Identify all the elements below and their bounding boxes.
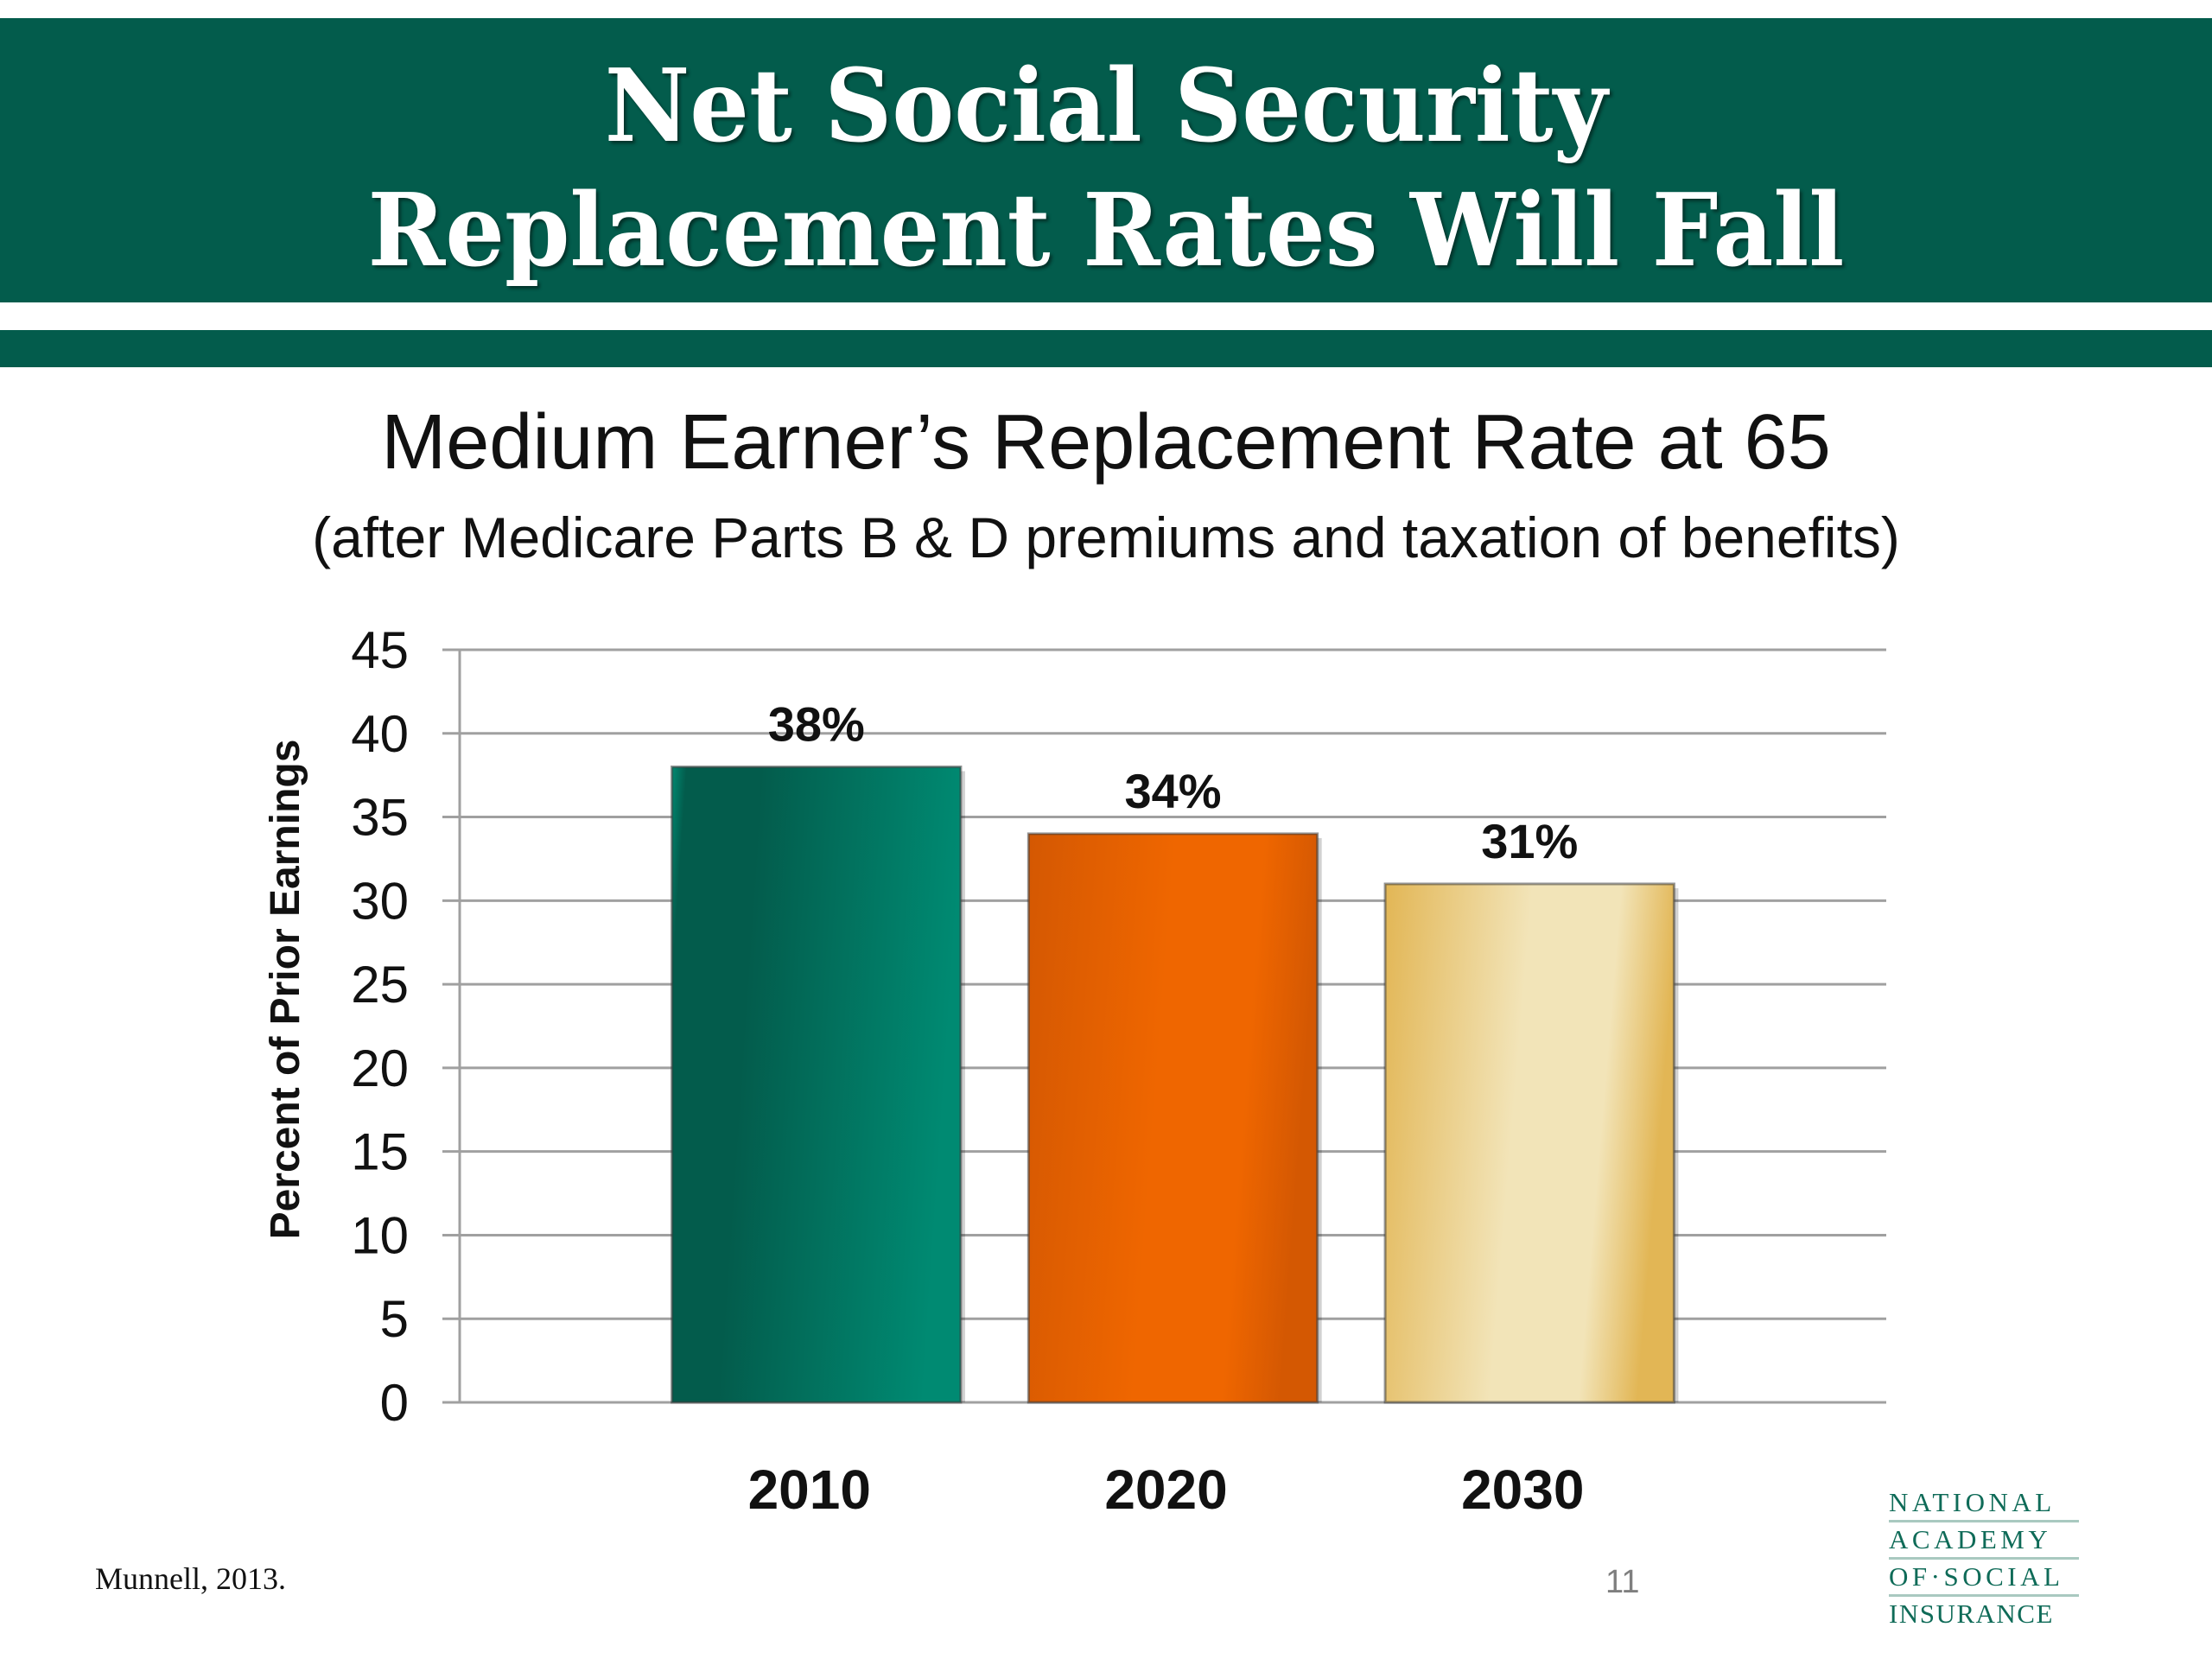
bar-2030: [1383, 882, 1675, 1404]
slide-title-line-1: Net Social Security: [604, 48, 1608, 165]
page-number: 11: [1605, 1564, 1640, 1600]
data-label-2010: 38%: [768, 696, 865, 751]
y-tick-label: 30: [351, 872, 409, 930]
y-tick-label: 10: [351, 1206, 409, 1264]
logo-line-3: OF·SOCIAL: [1889, 1562, 2079, 1597]
header-band: [0, 18, 2212, 302]
y-tick-label: 45: [351, 621, 409, 679]
x-tick-label-2030: 2030: [1461, 1459, 1584, 1521]
y-tick-label: 40: [351, 705, 409, 763]
y-tick-label: 0: [380, 1374, 409, 1432]
x-tick-label-2020: 2020: [1104, 1459, 1227, 1521]
y-tick-label: 20: [351, 1039, 409, 1097]
x-tick-label-2010: 2010: [748, 1459, 871, 1521]
slide-title: Net Social Security Replacement Rates Wi…: [0, 18, 2212, 302]
logo-line-2: ACADEMY: [1889, 1525, 2079, 1560]
y-tick-label: 15: [351, 1123, 409, 1181]
chart-title: Medium Earner’s Replacement Rate at 65: [381, 399, 1831, 486]
bars: [671, 765, 1679, 1404]
nasi-logo: NATIONAL ACADEMY OF·SOCIAL INSURANCE: [1889, 1488, 2079, 1634]
source-citation: Munnell, 2013.: [95, 1561, 286, 1596]
labels: 0 5 10 15 20 25 30 35 40 45 Percent of Prior Earni…: [263, 621, 1584, 1521]
y-tick-label: 25: [351, 956, 409, 1014]
data-label-2030: 31%: [1481, 814, 1578, 868]
y-tick-label: 35: [351, 789, 409, 847]
y-axis-title: Percent of Prior Earnings: [263, 740, 308, 1240]
logo-line-4: INSURANCE: [1889, 1599, 2054, 1629]
data-label-2020: 34%: [1124, 764, 1221, 818]
chart-subtitle: (after Medicare Parts B & D premiums and…: [312, 505, 1900, 569]
slide-title-line-2: Replacement Rates Will Fall: [367, 172, 1845, 289]
header-accent-stripe: [0, 330, 2212, 367]
logo-line-1: NATIONAL: [1889, 1488, 2079, 1522]
bar-2020: [1027, 832, 1319, 1404]
bar-2010: [671, 765, 963, 1404]
y-tick-label: 5: [380, 1290, 409, 1348]
